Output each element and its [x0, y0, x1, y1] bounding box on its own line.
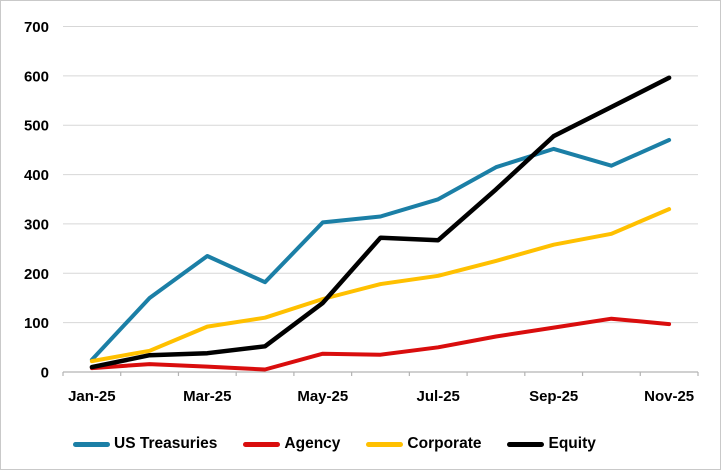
y-tick-label-400: 400: [24, 167, 49, 184]
legend-item-us-treasuries: US Treasuries: [73, 436, 217, 452]
y-tick-label-300: 300: [24, 216, 49, 233]
legend-item-agency: Agency: [243, 436, 340, 452]
y-tick-label-600: 600: [24, 68, 49, 85]
y-tick-label-100: 100: [24, 315, 49, 332]
series-line-corporate: [89, 207, 672, 364]
x-tick-label-Mar-25: Mar-25: [183, 388, 231, 405]
legend-label-equity: Equity: [548, 435, 596, 453]
x-tick-label-Sep-25: Sep-25: [529, 388, 578, 405]
legend-label-corporate: Corporate: [407, 435, 482, 453]
legend-swatch-equity: [507, 441, 545, 447]
legend-label-agency: Agency: [284, 435, 341, 453]
x-tick-label-Jan-25: Jan-25: [68, 388, 116, 405]
legend-swatch-agency: [243, 441, 281, 447]
x-tick-label-May-25: May-25: [297, 388, 348, 405]
series-line-equity: [89, 75, 672, 370]
legend-swatch-us-treasuries: [73, 441, 110, 447]
x-tick-label-Nov-25: Nov-25: [644, 388, 694, 405]
series-line-us-treasuries: [89, 138, 672, 362]
y-tick-label-700: 700: [24, 19, 49, 36]
series-line-agency: [89, 316, 672, 372]
y-tick-label-0: 0: [41, 365, 49, 382]
legend-label-us-treasuries: US Treasuries: [114, 435, 218, 453]
legend-item-corporate: Corporate: [366, 436, 481, 452]
legend-swatch-corporate: [366, 441, 404, 447]
y-tick-label-500: 500: [24, 118, 49, 135]
chart-legend: US Treasuries Agency Corporate Equity: [73, 431, 596, 457]
x-tick-label-Jul-25: Jul-25: [417, 388, 460, 405]
y-tick-label-200: 200: [24, 266, 49, 283]
legend-item-equity: Equity: [507, 435, 596, 453]
